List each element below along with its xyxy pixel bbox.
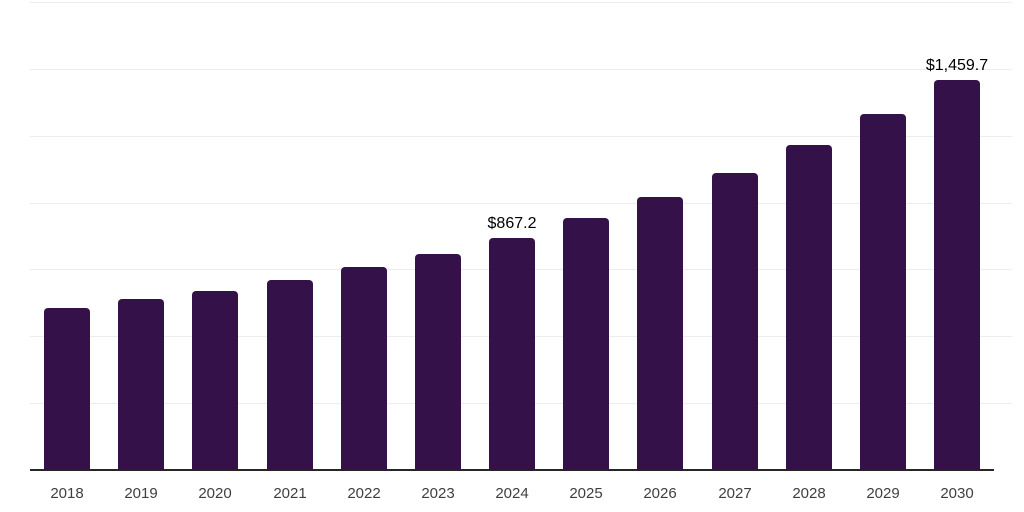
x-axis-line bbox=[30, 469, 994, 471]
x-axis-tick-label: 2026 bbox=[643, 485, 677, 502]
x-axis-tick-label: 2019 bbox=[124, 485, 158, 502]
bar-value-label: $867.2 bbox=[487, 215, 537, 232]
bar-2022 bbox=[341, 267, 387, 470]
x-axis-tick-label: 2028 bbox=[792, 485, 826, 502]
x-axis-tick-label: 2024 bbox=[495, 485, 529, 502]
bar-2023 bbox=[415, 254, 461, 470]
x-axis-tick-label: 2029 bbox=[866, 485, 900, 502]
gridline bbox=[30, 203, 1012, 204]
x-axis-tick-label: 2030 bbox=[940, 485, 974, 502]
x-axis-tick-label: 2020 bbox=[198, 485, 232, 502]
bar-2028 bbox=[786, 145, 832, 470]
x-axis-tick-label: 2023 bbox=[421, 485, 455, 502]
x-axis-tick-label: 2018 bbox=[50, 485, 84, 502]
bar-2020 bbox=[192, 291, 238, 470]
gridline bbox=[30, 2, 1012, 3]
gridline bbox=[30, 136, 1012, 137]
bar-2019 bbox=[118, 299, 164, 470]
bar-2024 bbox=[489, 238, 535, 470]
bar-2030 bbox=[934, 80, 980, 470]
bar-2018 bbox=[44, 308, 90, 470]
x-axis-tick-label: 2025 bbox=[569, 485, 603, 502]
gridline bbox=[30, 69, 1012, 70]
x-axis-tick-label: 2027 bbox=[718, 485, 752, 502]
bar-2027 bbox=[712, 173, 758, 470]
bar-value-label: $1,459.7 bbox=[925, 57, 989, 74]
x-axis-tick-label: 2021 bbox=[273, 485, 307, 502]
bar-2026 bbox=[637, 197, 683, 470]
bar-2025 bbox=[563, 218, 609, 470]
bar-2029 bbox=[860, 114, 906, 470]
bar-2021 bbox=[267, 280, 313, 470]
x-axis-tick-label: 2022 bbox=[347, 485, 381, 502]
